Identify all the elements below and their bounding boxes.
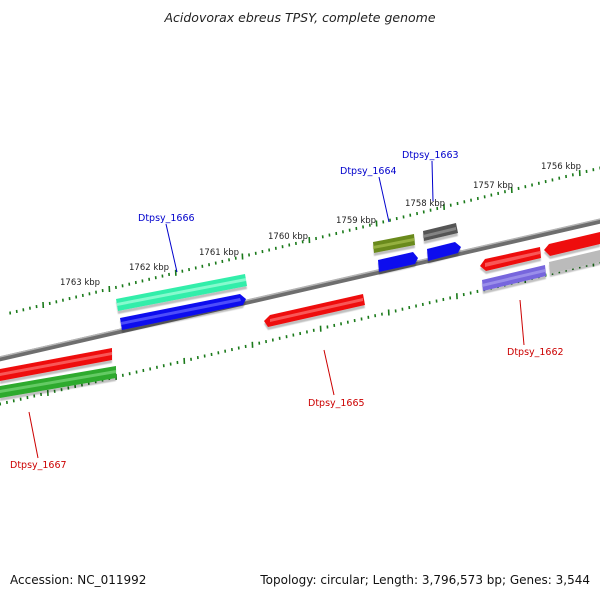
gene-label-dtpsy-1662[interactable]: Dtpsy_1662 bbox=[507, 347, 564, 358]
gene-dtpsy-1663[interactable] bbox=[423, 223, 461, 261]
accession-label: Accession: NC_011992 bbox=[10, 573, 147, 587]
genome-backbone bbox=[0, 218, 600, 362]
gene-label-dtpsy-1666[interactable]: Dtpsy_1666 bbox=[138, 213, 195, 224]
kbp-label: 1756 kbp bbox=[541, 162, 581, 172]
gene-arrow bbox=[427, 242, 461, 261]
gene-arrow bbox=[0, 352, 112, 376]
gene-label-dtpsy-1664[interactable]: Dtpsy_1664 bbox=[340, 166, 397, 177]
gene-arrow bbox=[0, 370, 116, 393]
gene-arrow bbox=[544, 232, 600, 256]
kbp-label: 1762 kbp bbox=[129, 263, 169, 273]
gene-label-dtpsy-1665[interactable]: Dtpsy_1665 bbox=[308, 398, 365, 409]
gene-arrow bbox=[121, 298, 241, 325]
gene-arrow bbox=[549, 250, 600, 274]
kbp-label: 1758 kbp bbox=[405, 199, 445, 209]
gene-arrow bbox=[270, 298, 363, 322]
gene-callouts: Dtpsy_1666 Dtpsy_1664 Dtpsy_1663 Dtpsy_1… bbox=[10, 150, 564, 471]
gene-arrow bbox=[482, 269, 545, 287]
kbp-label: 1757 kbp bbox=[473, 181, 513, 191]
genome-title: Acidovorax ebreus TPSY, complete genome bbox=[164, 10, 436, 25]
outer-tick-track bbox=[9, 166, 600, 315]
gene-arrow bbox=[485, 251, 540, 267]
gene-label-dtpsy-1663[interactable]: Dtpsy_1663 bbox=[402, 150, 459, 161]
gene-features bbox=[0, 223, 600, 398]
gene-arrow bbox=[423, 227, 456, 238]
gene-dtpsy-1666[interactable] bbox=[116, 274, 247, 330]
kbp-label: 1763 kbp bbox=[60, 278, 100, 288]
gene-label-dtpsy-1667[interactable]: Dtpsy_1667 bbox=[10, 460, 67, 471]
gene-arrow bbox=[373, 238, 414, 249]
inner-tick-track bbox=[0, 260, 600, 406]
gene-dtpsy-1662[interactable] bbox=[480, 232, 600, 291]
gene-dtpsy-1665[interactable] bbox=[264, 294, 365, 327]
gene-arrow bbox=[117, 278, 246, 306]
gene-dtpsy-1664[interactable] bbox=[373, 234, 418, 272]
gene-arrow bbox=[378, 252, 418, 272]
kbp-label: 1761 kbp bbox=[199, 248, 239, 258]
kbp-scale-labels: 1763 kbp 1762 kbp 1761 kbp 1760 kbp 1759… bbox=[60, 162, 581, 288]
kbp-label: 1759 kbp bbox=[336, 216, 376, 226]
gene-dtpsy-1667[interactable] bbox=[0, 348, 116, 398]
genome-summary-label: Topology: circular; Length: 3,796,573 bp… bbox=[260, 573, 590, 587]
kbp-label: 1760 kbp bbox=[268, 232, 308, 242]
